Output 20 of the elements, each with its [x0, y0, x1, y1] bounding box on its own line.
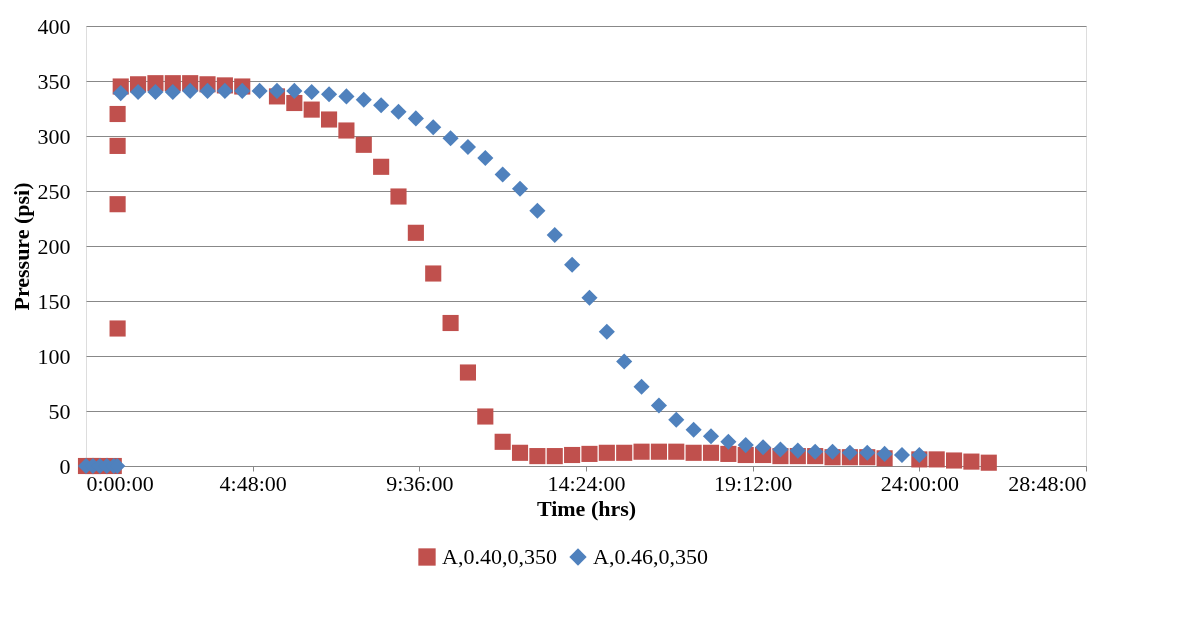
x-tick-label: 28:48:00 — [1008, 470, 1087, 496]
x-tick-label: 24:00:00 — [880, 470, 959, 496]
y-tick-label: 400 — [37, 13, 71, 39]
y-tick-label: 300 — [37, 123, 71, 149]
x-tick-label: 4:48:00 — [219, 470, 287, 496]
y-tick-label: 0 — [59, 453, 71, 479]
y-tick-label: 100 — [37, 343, 71, 369]
y-axis-title: Pressure (psi) — [8, 182, 34, 311]
legend-label: A,0.40,0,350 — [442, 544, 557, 569]
legend-label: A,0.46,0,350 — [593, 544, 708, 569]
x-tick-label: 14:24:00 — [547, 470, 626, 496]
x-tick-label: 19:12:00 — [714, 470, 793, 496]
y-tick-label: 200 — [37, 233, 71, 259]
y-tick-label: 350 — [37, 68, 71, 94]
x-tick-label: 9:36:00 — [386, 470, 454, 496]
y-tick-label: 150 — [37, 288, 71, 314]
x-tick-label: 0:00:00 — [86, 470, 154, 496]
y-tick-label: 250 — [37, 178, 71, 204]
y-tick-label: 50 — [48, 398, 71, 424]
x-axis-title: Time (hrs) — [536, 495, 637, 521]
